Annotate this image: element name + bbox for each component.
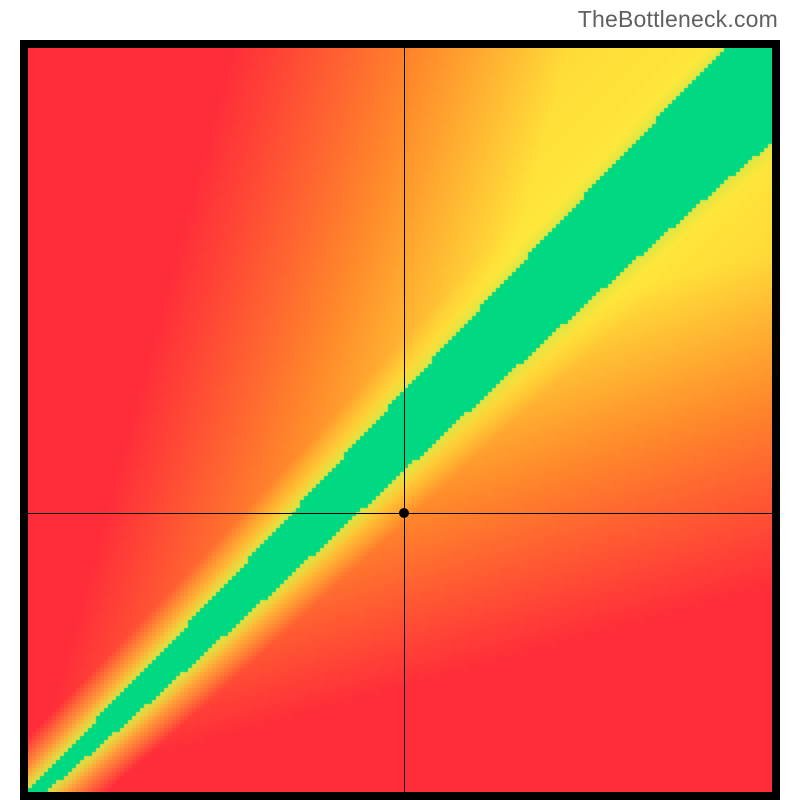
attribution-text: TheBottleneck.com <box>578 6 778 33</box>
chart-container: TheBottleneck.com <box>0 0 800 800</box>
plot-frame <box>20 40 780 800</box>
crosshair-vertical <box>404 48 405 792</box>
plot-area <box>28 48 772 792</box>
marker-dot <box>399 508 409 518</box>
heatmap-canvas <box>28 48 772 792</box>
